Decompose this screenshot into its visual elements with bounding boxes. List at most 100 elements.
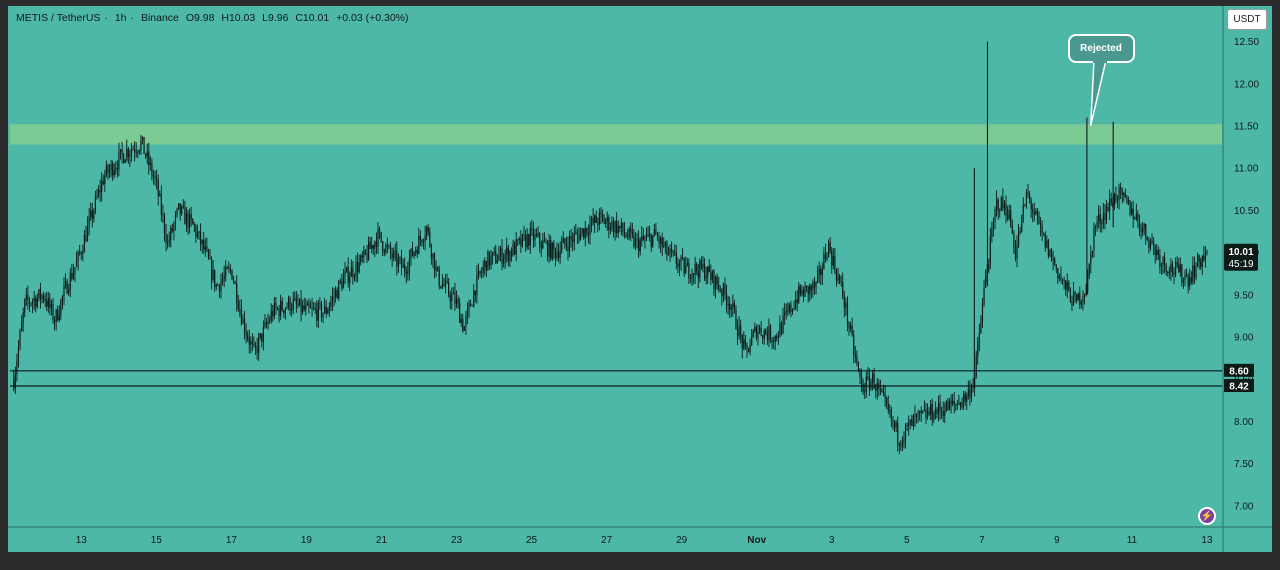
candle-body xyxy=(671,248,673,252)
candle-body xyxy=(375,241,378,247)
candle-body xyxy=(633,234,635,247)
candle-body xyxy=(77,251,79,261)
candle-body xyxy=(652,235,654,247)
candle-body xyxy=(1198,254,1200,262)
candle-body xyxy=(339,280,341,282)
candle-body xyxy=(1057,268,1059,279)
candle-body xyxy=(895,422,897,428)
candle-body xyxy=(540,244,542,249)
candle-body xyxy=(680,257,682,263)
candle-body xyxy=(981,303,984,322)
candle-body xyxy=(708,266,710,273)
candle-body xyxy=(892,420,894,422)
candle-body xyxy=(330,301,332,307)
candle-body xyxy=(776,335,778,339)
current-price-tag xyxy=(1224,243,1258,271)
support-price-label-box xyxy=(1224,363,1254,377)
candle-body xyxy=(319,302,321,304)
candle-body xyxy=(754,326,756,332)
candle-body xyxy=(253,343,255,346)
candle-body xyxy=(884,394,886,398)
candle-body xyxy=(660,237,662,244)
candle-body xyxy=(75,260,78,268)
candle-body xyxy=(156,178,158,180)
candle-body xyxy=(551,242,553,259)
candle-body xyxy=(435,267,437,272)
candle-body xyxy=(433,253,436,272)
candle-body xyxy=(242,318,244,324)
candle-body xyxy=(798,285,800,303)
candle-body xyxy=(1080,301,1082,305)
candle-body xyxy=(955,403,957,405)
candle-body xyxy=(267,321,269,325)
candle-body xyxy=(664,241,666,246)
candle-body xyxy=(685,265,687,274)
candle-body xyxy=(614,221,616,233)
candle-body xyxy=(192,219,194,225)
candle-body xyxy=(19,330,21,347)
candle-body xyxy=(859,369,861,377)
candle-body xyxy=(333,296,335,298)
candle-body xyxy=(528,234,530,246)
candle-body xyxy=(457,298,459,304)
y-tick-label: 7.00 xyxy=(1234,501,1254,512)
candle-body xyxy=(490,256,492,266)
candle-body xyxy=(942,410,944,417)
candle-body xyxy=(248,338,250,345)
candle-body xyxy=(878,382,880,389)
candle-body xyxy=(134,149,136,152)
candle-body xyxy=(313,307,315,309)
candle-body xyxy=(479,270,481,274)
x-tick-label: 3 xyxy=(829,535,835,546)
candle-body xyxy=(462,318,464,331)
candle-body xyxy=(178,203,180,209)
candle-body xyxy=(82,252,84,255)
candle-body xyxy=(755,326,757,339)
candle-body xyxy=(352,267,354,278)
candle-body xyxy=(656,234,659,238)
candle-body xyxy=(598,212,600,225)
currency-button[interactable]: USDT xyxy=(1227,9,1267,30)
candle-body xyxy=(787,310,789,312)
current-price-value: 10.01 xyxy=(1228,247,1253,258)
candle-body xyxy=(123,154,125,163)
lightning-icon[interactable]: ⚡ xyxy=(1198,507,1216,525)
candle-body xyxy=(867,376,869,378)
symbol-name[interactable]: METIS / TetherUS xyxy=(16,12,101,24)
candle-body xyxy=(64,280,67,287)
candle-body xyxy=(649,234,651,236)
candle-body xyxy=(121,149,123,155)
candle-body xyxy=(675,253,677,264)
candle-body xyxy=(90,210,92,217)
candle-body xyxy=(904,424,907,439)
candle-body xyxy=(714,276,717,290)
candle-body xyxy=(567,246,569,252)
candle-body xyxy=(210,258,213,280)
candle-body xyxy=(630,228,632,232)
candle-body xyxy=(57,309,59,320)
candle-body xyxy=(171,227,173,232)
candle-body xyxy=(1187,275,1189,287)
candle-body xyxy=(206,246,208,251)
candle-body xyxy=(1054,258,1056,265)
candle-body xyxy=(378,228,381,233)
candle-body xyxy=(782,315,784,333)
candle-body xyxy=(716,276,718,285)
candle-body xyxy=(917,412,919,415)
candle-body xyxy=(881,389,883,393)
candle-body xyxy=(429,231,431,246)
candle-body xyxy=(562,238,564,244)
candle-body xyxy=(437,267,439,270)
candle-body xyxy=(272,311,274,317)
candle-body xyxy=(634,238,637,247)
candle-body xyxy=(1101,223,1103,225)
candle-body xyxy=(609,228,611,231)
candle-body xyxy=(1123,193,1125,195)
candle-body xyxy=(170,227,172,241)
candle-body xyxy=(1027,192,1029,195)
interval[interactable]: 1h xyxy=(114,12,127,24)
candle-body xyxy=(592,217,594,224)
candle-body xyxy=(1033,212,1035,215)
candle-body xyxy=(1156,250,1158,255)
